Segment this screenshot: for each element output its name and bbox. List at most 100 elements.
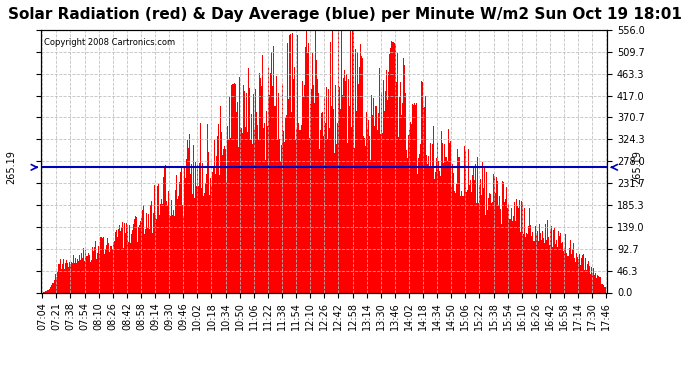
Bar xyxy=(557,237,558,292)
Bar xyxy=(435,172,436,292)
Bar xyxy=(504,199,506,292)
Bar xyxy=(85,251,86,292)
Bar xyxy=(269,95,270,292)
Bar xyxy=(228,140,229,292)
Bar xyxy=(364,138,365,292)
Bar xyxy=(54,280,55,292)
Bar xyxy=(240,127,241,292)
Bar xyxy=(75,258,76,292)
Bar xyxy=(522,202,523,292)
Bar xyxy=(159,216,160,292)
Bar xyxy=(181,205,183,292)
Bar xyxy=(338,30,339,292)
Bar xyxy=(57,272,58,292)
Bar xyxy=(224,146,225,292)
Bar xyxy=(94,246,95,292)
Bar xyxy=(100,237,101,292)
Bar xyxy=(518,208,519,292)
Bar xyxy=(342,95,343,292)
Bar xyxy=(399,97,400,292)
Bar xyxy=(429,168,430,292)
Bar xyxy=(188,148,189,292)
Bar xyxy=(386,70,387,292)
Bar xyxy=(540,233,541,292)
Bar xyxy=(78,261,79,292)
Bar xyxy=(106,245,107,292)
Bar xyxy=(190,165,191,292)
Bar xyxy=(154,202,155,292)
Bar xyxy=(157,186,158,292)
Bar xyxy=(400,82,401,292)
Bar xyxy=(219,123,221,292)
Bar xyxy=(341,30,342,292)
Bar xyxy=(340,109,341,292)
Bar xyxy=(592,273,593,292)
Bar xyxy=(260,78,261,292)
Bar xyxy=(59,264,60,292)
Bar xyxy=(113,242,114,292)
Bar xyxy=(247,132,248,292)
Bar xyxy=(283,131,284,292)
Bar xyxy=(189,134,190,292)
Bar xyxy=(515,221,516,292)
Bar xyxy=(230,138,231,292)
Bar xyxy=(103,247,104,292)
Bar xyxy=(273,45,274,292)
Bar xyxy=(325,123,326,292)
Bar xyxy=(209,195,210,292)
Bar xyxy=(411,124,413,292)
Bar xyxy=(170,216,171,292)
Bar xyxy=(135,216,136,292)
Bar xyxy=(535,226,536,292)
Bar xyxy=(541,240,542,292)
Bar xyxy=(449,143,450,292)
Bar xyxy=(483,188,484,292)
Bar xyxy=(586,262,587,292)
Bar xyxy=(173,210,174,292)
Bar xyxy=(304,85,305,292)
Bar xyxy=(491,203,493,292)
Bar xyxy=(267,126,268,292)
Bar xyxy=(195,162,196,292)
Bar xyxy=(503,182,504,292)
Bar xyxy=(311,88,312,292)
Bar xyxy=(456,184,457,292)
Bar xyxy=(143,205,144,292)
Bar xyxy=(114,241,115,292)
Bar xyxy=(451,188,452,292)
Bar xyxy=(72,255,74,292)
Bar xyxy=(542,240,544,292)
Bar xyxy=(575,262,576,292)
Bar xyxy=(408,130,410,292)
Bar xyxy=(46,291,47,292)
Bar xyxy=(538,241,539,292)
Bar xyxy=(603,285,604,292)
Bar xyxy=(139,238,140,292)
Bar xyxy=(488,198,489,292)
Bar xyxy=(212,172,213,292)
Bar xyxy=(233,84,234,292)
Bar xyxy=(145,230,146,292)
Bar xyxy=(569,248,570,292)
Bar xyxy=(232,84,233,292)
Bar xyxy=(167,206,168,292)
Bar xyxy=(180,172,181,292)
Bar xyxy=(343,78,344,292)
Bar xyxy=(284,142,285,292)
Bar xyxy=(479,185,480,292)
Bar xyxy=(70,264,71,292)
Bar xyxy=(126,223,127,292)
Bar xyxy=(571,249,573,292)
Bar xyxy=(184,168,186,292)
Bar xyxy=(292,33,293,292)
Bar xyxy=(383,80,384,292)
Bar xyxy=(66,261,68,292)
Bar xyxy=(395,103,397,292)
Bar xyxy=(551,226,552,292)
Bar xyxy=(322,82,324,292)
Bar xyxy=(450,141,451,292)
Bar xyxy=(511,208,512,292)
Bar xyxy=(590,274,591,292)
Bar xyxy=(324,97,325,292)
Bar xyxy=(48,290,49,292)
